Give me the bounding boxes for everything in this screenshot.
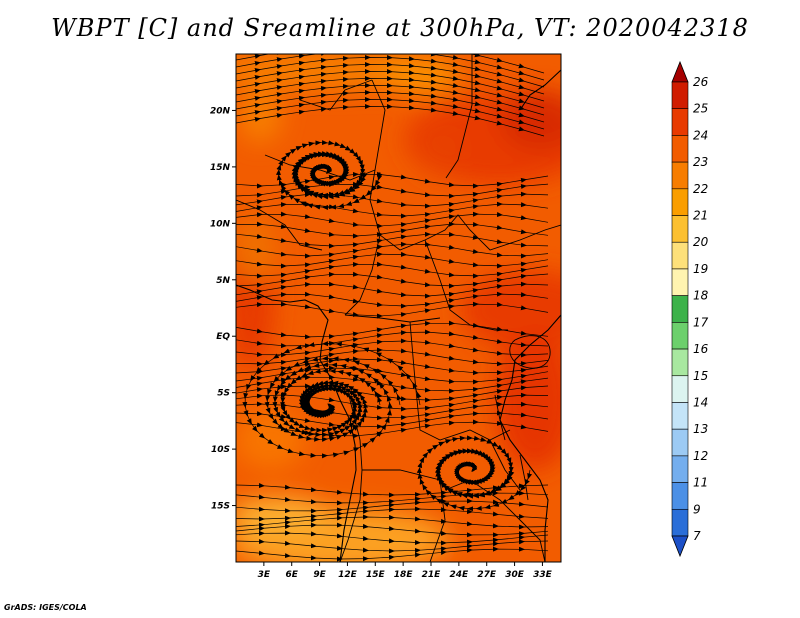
colorbar-cell [671, 508, 689, 537]
colorbar-level-label: 24 [693, 128, 708, 142]
colorbar-level-label: 13 [693, 422, 708, 436]
colorbar-level-label: 20 [693, 235, 709, 249]
lat-tick-label: 15S [211, 502, 230, 512]
lon-tick-label: 3E [258, 570, 271, 580]
colorbar: 26 25 24 23 22 21 20 19 18 17 16 15 14 13 12 11 9 7 [671, 60, 709, 558]
colorbar-level-label: 7 [693, 529, 701, 543]
streamline [236, 231, 549, 249]
lat-tick-label: 5S [217, 389, 230, 399]
colorbar-level-label: 19 [693, 262, 708, 276]
lon-tick-label: 12E [338, 570, 358, 580]
chart-title: WBPT [C] and Sreamline at 300hPa, VT: 20… [51, 14, 749, 42]
colorbar-cell [671, 268, 689, 296]
colorbar-cell [671, 241, 689, 270]
streamlines [236, 54, 549, 562]
streamline [236, 271, 549, 289]
lon-tick-label: 9E [313, 570, 326, 580]
lon-tick-label: 33E [533, 570, 553, 580]
longitude-axis: 3E 6E 9E 12E 15E 18E 21E 24E 27E 30E 33E [258, 562, 553, 580]
colorbar-cell [671, 188, 689, 216]
colorbar-level-label: 25 [693, 102, 708, 116]
colorbar-cell [671, 455, 689, 483]
colorbar-level-label: 26 [693, 75, 709, 89]
lat-tick-label: 15N [210, 163, 231, 173]
streamline [434, 448, 515, 499]
lon-tick-label: 30E [505, 570, 525, 580]
colorbar-cell [671, 482, 689, 510]
streamline [279, 368, 383, 433]
colorbar-level-label: 17 [693, 315, 709, 329]
lat-tick-label: 5N [216, 276, 230, 286]
colorbar-cell [671, 215, 689, 243]
colorbar-cell [671, 161, 689, 190]
streamline [236, 301, 549, 319]
lon-tick-label: 27E [477, 570, 497, 580]
colorbar-cell [671, 322, 689, 350]
colorbar-cell [671, 60, 689, 83]
lat-tick-label: 20N [210, 106, 231, 116]
colorbar-level-label: 15 [693, 369, 708, 383]
colorbar-level-label: 12 [693, 449, 708, 463]
lon-tick-label: 6E [286, 570, 299, 580]
lon-tick-label: 21E [422, 570, 442, 580]
colorbar-level-label: 18 [693, 289, 709, 303]
lon-tick-label: 24E [450, 570, 470, 580]
colorbar-cell [671, 348, 689, 377]
colorbar-level-label: 21 [693, 209, 708, 223]
colorbar-level-label: 16 [693, 342, 709, 356]
map-frame [235, 53, 562, 563]
colorbar-level-label: 9 [693, 502, 701, 516]
streamline [291, 151, 368, 200]
colorbar-cell [671, 108, 689, 136]
colorbar-level-label: 11 [693, 476, 708, 490]
latitude-axis: 20N 15N 10N 5N EQ 5S 10S 15S [210, 106, 236, 512]
colorbar-cell [671, 535, 689, 558]
colorbar-cell [671, 428, 689, 457]
colorbar-cell [671, 402, 689, 430]
colorbar-cell [671, 81, 689, 110]
streamline [236, 546, 549, 562]
colorbar-cell [671, 295, 689, 323]
grads-credit: GrADS: IGES/COLA [4, 603, 87, 612]
lat-tick-label: 10S [211, 445, 230, 455]
streamline [236, 103, 545, 137]
colorbar-cell [671, 135, 689, 163]
colorbar-level-label: 22 [693, 182, 708, 196]
colorbar-level-label: 14 [693, 395, 708, 409]
lon-tick-label: 15E [366, 570, 386, 580]
colorbar-level-label: 23 [693, 155, 708, 169]
lat-tick-label: 10N [210, 219, 231, 229]
lat-tick-label: EQ [216, 332, 230, 342]
lon-tick-label: 18E [394, 570, 414, 580]
colorbar-cell [671, 375, 689, 403]
